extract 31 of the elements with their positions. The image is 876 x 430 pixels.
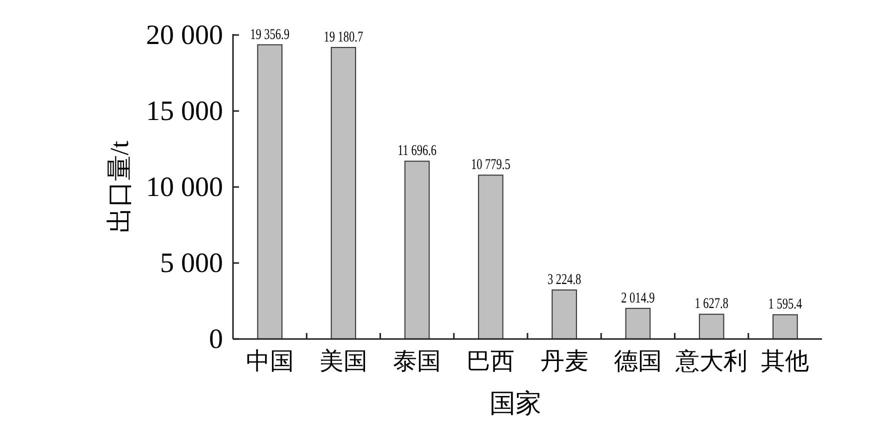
bar <box>698 314 724 340</box>
bar <box>625 308 651 340</box>
x-tick-label: 美国 <box>319 348 368 375</box>
y-tick-label: 5 000 <box>160 248 223 279</box>
data-label: 1 595.4 <box>768 295 802 312</box>
y-tick-label: 0 <box>209 324 223 355</box>
x-tick-label: 意大利 <box>674 349 748 375</box>
x-tick-label: 德国 <box>614 349 662 375</box>
x-tick-label: 中国 <box>246 349 294 375</box>
y-tick-label: 20 000 <box>146 20 223 51</box>
bar <box>478 174 504 340</box>
data-label: 19 180.7 <box>324 28 364 45</box>
data-label: 3 224.8 <box>547 270 582 288</box>
x-tick-label: 巴西 <box>466 349 515 375</box>
bar <box>552 289 577 340</box>
data-label: 2 014.9 <box>621 288 656 306</box>
x-tick-label: 丹麦 <box>540 349 588 375</box>
x-tick-label: 泰国 <box>393 349 442 375</box>
bar <box>330 46 356 340</box>
data-label: 10 779.5 <box>471 156 511 173</box>
data-label: 1 627.8 <box>694 294 729 312</box>
x-tick-label: 其他 <box>761 349 810 375</box>
bar <box>404 160 430 340</box>
data-label: 19 356.9 <box>250 25 290 42</box>
x-axis-title: 国家 <box>490 389 542 418</box>
data-label: 11 696.6 <box>398 142 437 159</box>
y-tick-label: 15 000 <box>146 96 223 127</box>
bar <box>772 314 798 340</box>
y-axis-title: 出口量/t <box>105 140 134 234</box>
y-tick-label: 10 000 <box>146 172 223 203</box>
bar <box>257 44 282 340</box>
